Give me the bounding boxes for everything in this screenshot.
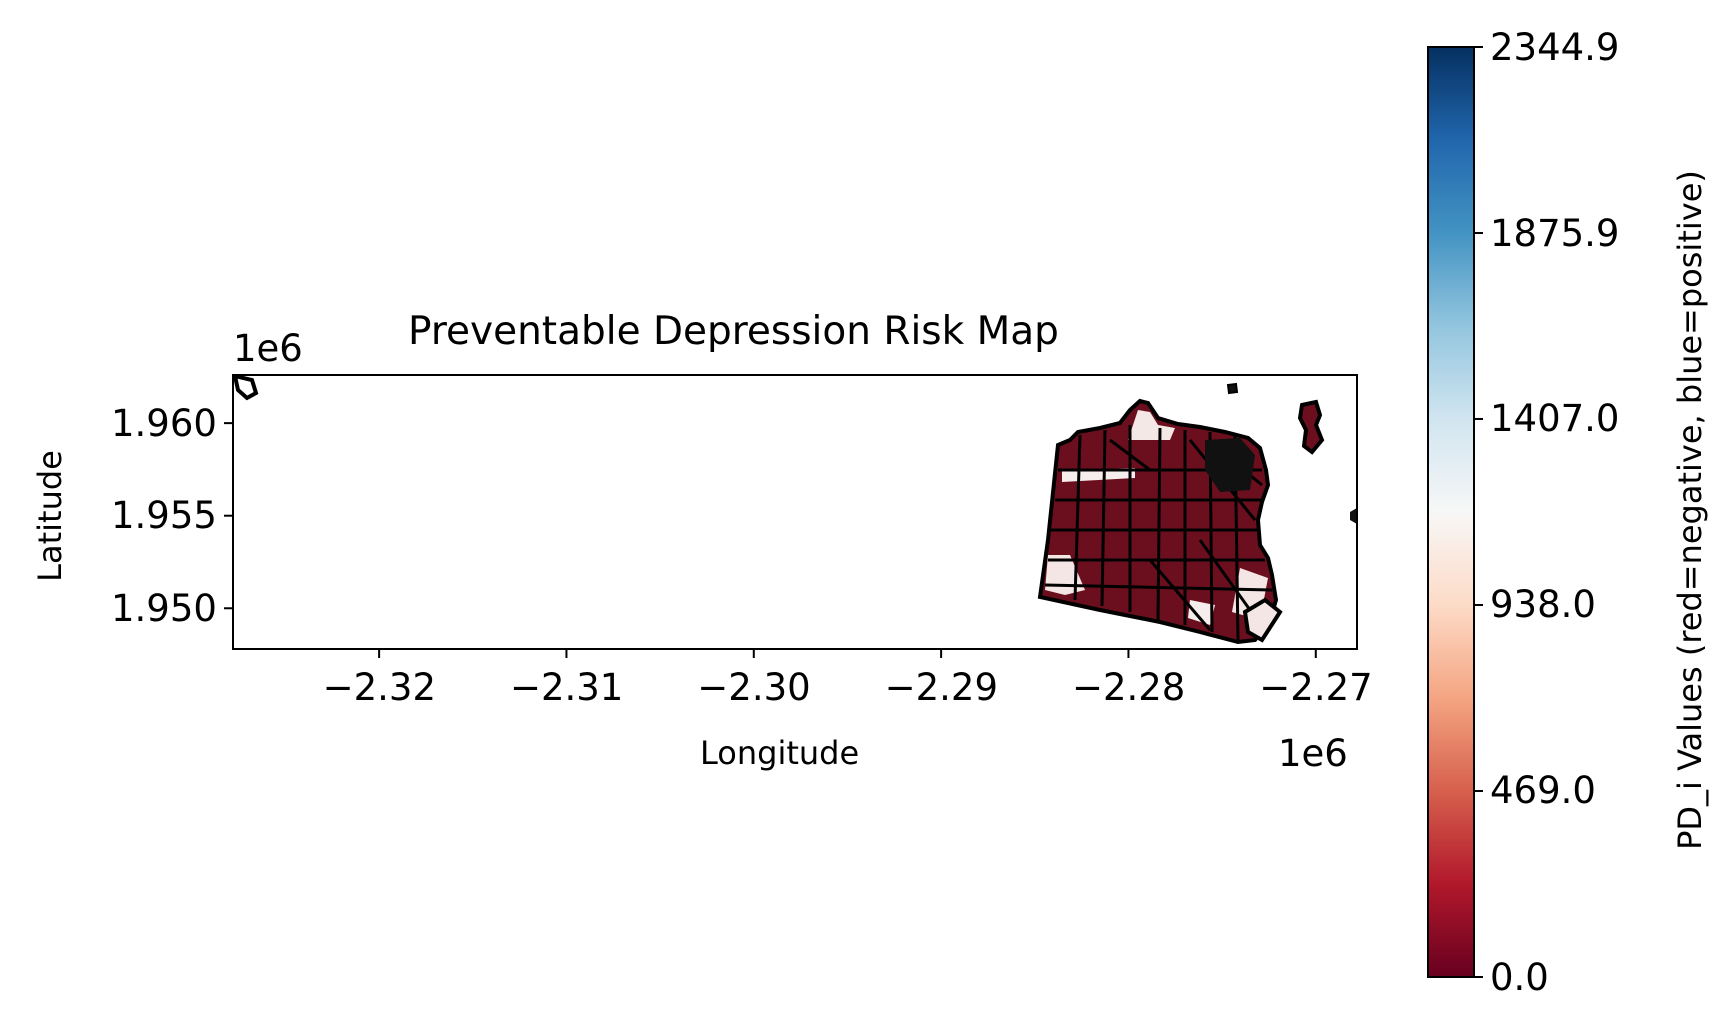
colorbar-tick-label: 1407.0 bbox=[1490, 397, 1620, 441]
y-tick-label: 1.955 bbox=[111, 494, 217, 538]
region-light-south bbox=[1188, 600, 1215, 625]
region-southeast bbox=[1242, 597, 1283, 643]
colorbar-tick-label: 2344.9 bbox=[1490, 25, 1620, 69]
colorbar bbox=[1427, 46, 1475, 978]
region-island-east bbox=[1297, 399, 1325, 455]
region-island-west bbox=[233, 375, 259, 401]
region-island-small bbox=[1226, 382, 1239, 395]
y-tick-label: 1.960 bbox=[111, 401, 217, 445]
colorbar-tick-label: 0.0 bbox=[1490, 955, 1549, 999]
region-edge-east bbox=[1350, 508, 1357, 524]
y-tick-label: 1.950 bbox=[111, 586, 217, 630]
region-downtown bbox=[1205, 438, 1255, 492]
x-tick-label: −2.30 bbox=[697, 666, 811, 709]
y-offset-label: 1e6 bbox=[233, 327, 303, 370]
y-axis-label: Latitude bbox=[31, 450, 69, 582]
x-tick-label: −2.27 bbox=[1259, 666, 1373, 709]
plot-frame bbox=[232, 374, 1358, 650]
y-axis-ticks bbox=[224, 422, 233, 610]
colorbar-ticks bbox=[1474, 46, 1483, 978]
map-layer bbox=[233, 375, 1357, 645]
x-tick-label: −2.31 bbox=[509, 666, 624, 709]
x-axis-label: Longitude bbox=[700, 734, 860, 772]
region-light-north bbox=[1128, 410, 1175, 440]
x-tick-label: −2.32 bbox=[322, 666, 436, 709]
colorbar-tick-label: 938.0 bbox=[1490, 583, 1596, 627]
colorbar-tick-label: 1875.9 bbox=[1490, 211, 1620, 255]
x-offset-label: 1e6 bbox=[1278, 732, 1348, 775]
x-tick-label: −2.28 bbox=[1071, 666, 1186, 709]
chart-title: Preventable Depression Risk Map bbox=[408, 309, 1059, 354]
colorbar-label: PD_i Values (red=negative, blue=positive… bbox=[1671, 170, 1709, 850]
x-tick-label: −2.29 bbox=[884, 666, 998, 709]
x-axis-ticks bbox=[378, 649, 1317, 658]
colorbar-tick-label: 469.0 bbox=[1490, 769, 1596, 813]
